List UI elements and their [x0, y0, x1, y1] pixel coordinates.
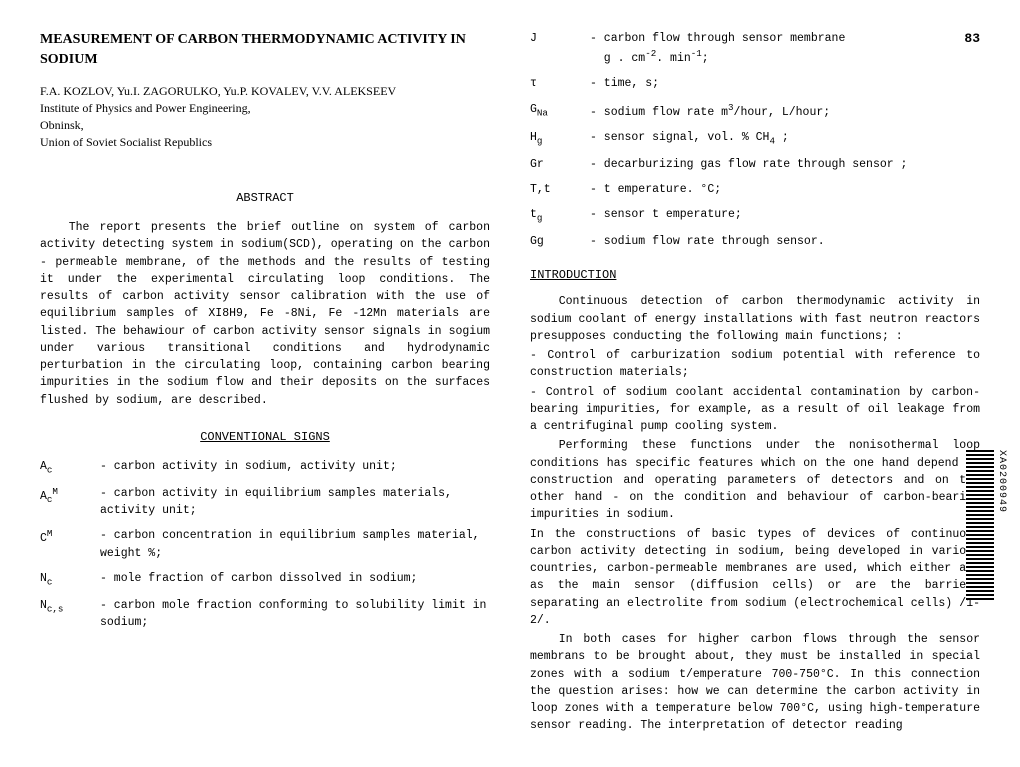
intro-paragraph: In both cases for higher carbon flows th… [530, 631, 980, 735]
intro-bullet: - Control of sodium coolant accidental c… [530, 384, 980, 436]
symbol-key: J [530, 30, 590, 67]
symbol-def: - sodium flow rate through sensor. [590, 233, 980, 250]
symbol-row: Ac - carbon activity in sodium, activity… [40, 458, 490, 477]
intro-bullet: - Control of carburization sodium potent… [530, 347, 980, 382]
symbol-row: Gg - sodium flow rate through sensor. [530, 233, 980, 250]
symbol-row: CM - carbon concentration in equilibrium… [40, 527, 490, 562]
affiliation-line: Union of Soviet Socialist Republics [40, 135, 212, 149]
page-number: 83 [964, 30, 980, 48]
symbol-table-left: Ac - carbon activity in sodium, activity… [40, 458, 490, 632]
symbol-key: T,t [530, 181, 590, 198]
authors: F.A. KOZLOV, Yu.I. ZAGORULKO, Yu.P. KOVA… [40, 83, 490, 100]
symbol-def: - carbon activity in equilibrium samples… [100, 485, 490, 520]
affiliation-line: Obninsk, [40, 118, 84, 132]
symbol-row: tg - sensor t emperature; [530, 206, 980, 225]
symbol-key: Ac [40, 458, 100, 477]
symbol-def: - carbon activity in sodium, activity un… [100, 458, 490, 477]
symbol-key: Gg [530, 233, 590, 250]
affiliation: Institute of Physics and Power Engineeri… [40, 100, 490, 150]
symbol-def: - carbon flow through sensor membrane g … [590, 30, 964, 67]
symbol-key: Nc,s [40, 597, 100, 632]
symbol-def: - carbon concentration in equilibrium sa… [100, 527, 490, 562]
symbol-row: J - carbon flow through sensor membrane … [530, 30, 964, 67]
symbol-def: - carbon mole fraction conforming to sol… [100, 597, 490, 632]
symbol-row: Nc,s - carbon mole fraction conforming t… [40, 597, 490, 632]
symbol-def: - sensor t emperature; [590, 206, 980, 225]
symbol-def: - t emperature. °C; [590, 181, 980, 198]
affiliation-line: Institute of Physics and Power Engineeri… [40, 101, 251, 115]
conventional-signs-heading: CONVENTIONAL SIGNS [40, 429, 490, 446]
right-column: 83 J - carbon flow through sensor membra… [530, 30, 980, 737]
symbol-key: Nc [40, 570, 100, 589]
symbol-row: Gr - decarburizing gas flow rate through… [530, 156, 980, 173]
symbol-key: Gr [530, 156, 590, 173]
symbol-row: T,t - t emperature. °C; [530, 181, 980, 198]
page-container: MEASUREMENT OF CARBON THERMODYNAMIC ACTI… [40, 30, 980, 737]
paper-title: MEASUREMENT OF CARBON THERMODYNAMIC ACTI… [40, 30, 490, 69]
symbol-key: CM [40, 527, 100, 562]
symbol-row: AcM - carbon activity in equilibrium sam… [40, 485, 490, 520]
intro-paragraph: Performing these functions under the non… [530, 437, 980, 523]
symbol-key: GNa [530, 101, 590, 121]
symbol-key: τ [530, 75, 590, 92]
barcode-id: XA0200949 [994, 450, 1008, 513]
symbol-def: - mole fraction of carbon dissolved in s… [100, 570, 490, 589]
symbol-def: - decarburizing gas flow rate through se… [590, 156, 980, 173]
symbol-def: - time, s; [590, 75, 980, 92]
symbol-key: Hg [530, 129, 590, 148]
left-column: MEASUREMENT OF CARBON THERMODYNAMIC ACTI… [40, 30, 490, 737]
symbol-key: AcM [40, 485, 100, 520]
symbol-def: - sensor signal, vol. % CH4 ; [590, 129, 980, 148]
abstract-heading: ABSTRACT [40, 190, 490, 207]
symbol-key: tg [530, 206, 590, 225]
barcode-icon [966, 450, 994, 600]
intro-paragraph: In the constructions of basic types of d… [530, 526, 980, 630]
symbol-row: Nc - mole fraction of carbon dissolved i… [40, 570, 490, 589]
symbol-table-right: J - carbon flow through sensor membrane … [530, 30, 980, 251]
symbol-row: τ - time, s; [530, 75, 980, 92]
symbol-row: Hg - sensor signal, vol. % CH4 ; [530, 129, 980, 148]
abstract-text: The report presents the brief outline on… [40, 219, 490, 409]
intro-paragraph: Continuous detection of carbon thermodyn… [530, 293, 980, 345]
symbol-def: - sodium flow rate m3/hour, L/hour; [590, 101, 980, 121]
introduction-heading: INTRODUCTION [530, 267, 980, 284]
symbol-row: GNa - sodium flow rate m3/hour, L/hour; [530, 101, 980, 121]
